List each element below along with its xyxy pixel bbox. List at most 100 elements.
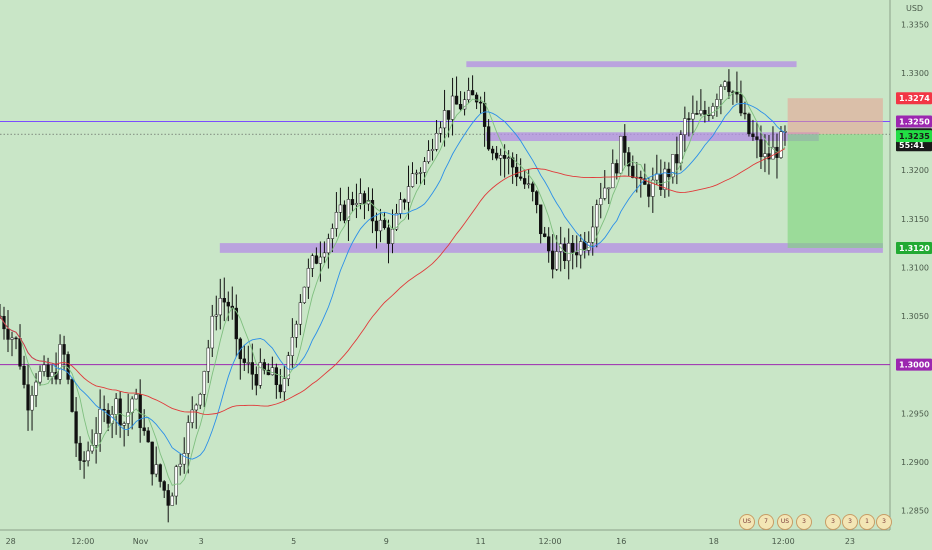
- candle-body: [150, 441, 154, 475]
- candle-body: [595, 204, 599, 228]
- candle-body: [482, 102, 487, 127]
- candle-body: [386, 227, 391, 244]
- candle-body: [759, 139, 763, 157]
- event-flag-icon[interactable]: US: [739, 514, 755, 530]
- candle-body: [551, 250, 555, 270]
- x-tick-label: 16: [616, 537, 626, 546]
- candle-body: [691, 113, 695, 120]
- candle-body: [358, 193, 363, 204]
- candle-body: [478, 101, 483, 104]
- candle-body: [78, 442, 82, 461]
- candle-body: [86, 450, 90, 462]
- candle-body: [510, 157, 515, 168]
- candle-body: [26, 384, 30, 411]
- y-tick-label: 1.2900: [901, 458, 929, 467]
- candle-body: [210, 315, 214, 349]
- candle-body: [603, 187, 607, 199]
- candle-body: [142, 427, 146, 432]
- candle-body: [402, 199, 407, 203]
- x-tick-label: 12:00: [772, 537, 795, 546]
- event-badge: 3: [842, 514, 858, 530]
- y-tick-label: 1.2850: [901, 507, 929, 516]
- event-count-badge[interactable]: 7: [758, 514, 774, 530]
- y-tick-label: 1.3150: [901, 215, 929, 224]
- candle-body: [338, 204, 343, 213]
- candle-body: [735, 91, 739, 95]
- x-tick-label: 12:00: [71, 537, 94, 546]
- candle-body: [446, 110, 451, 120]
- candle-body: [198, 394, 202, 406]
- candle-body: [334, 212, 339, 229]
- x-tick-label: 12:00: [538, 537, 561, 546]
- candle-body: [619, 135, 623, 174]
- x-tick-label: 9: [384, 537, 389, 546]
- x-tick-label: 23: [845, 537, 855, 546]
- candle-body: [651, 179, 655, 197]
- candle-body: [631, 165, 635, 178]
- position-target-zone: [787, 134, 883, 248]
- candle-body: [98, 408, 102, 434]
- candle-body: [486, 126, 491, 150]
- candle-body: [683, 118, 687, 135]
- candle-body: [130, 398, 134, 413]
- top-zone: [466, 61, 797, 68]
- candle-body: [118, 398, 122, 426]
- candle-body: [611, 163, 615, 189]
- candle-body: [166, 490, 170, 506]
- candle-body: [146, 430, 150, 443]
- candle-body: [506, 157, 511, 159]
- candle-body: [126, 412, 130, 424]
- candle-body: [743, 112, 747, 115]
- candle-body: [314, 255, 319, 264]
- candle-body: [154, 464, 158, 475]
- y-tick-label: 1.3100: [901, 263, 929, 272]
- support-line-label: 1.3000: [899, 361, 930, 370]
- candle-body: [190, 409, 194, 423]
- candle-body: [346, 199, 351, 221]
- candle-body: [274, 367, 278, 386]
- candle-body: [555, 251, 559, 270]
- event-group[interactable]: 3 3 1 3: [825, 514, 892, 530]
- candle-body: [266, 369, 270, 376]
- candle-body: [202, 371, 206, 395]
- y-tick-label: 1.3300: [901, 69, 929, 78]
- candle-body: [699, 110, 703, 115]
- candle-body: [599, 198, 603, 206]
- candle-body: [218, 298, 222, 316]
- candle-body: [206, 347, 210, 372]
- candle-body: [410, 173, 415, 187]
- x-tick-label: 18: [709, 537, 719, 546]
- candle-body: [703, 110, 707, 115]
- candle-body: [414, 172, 419, 175]
- event-flag-icon[interactable]: US: [777, 514, 793, 530]
- candle-body: [382, 219, 387, 229]
- x-tick-label: 11: [476, 537, 486, 546]
- candle-body: [671, 154, 675, 178]
- candle-body: [579, 241, 583, 256]
- candle-body: [490, 148, 495, 154]
- candle-body: [74, 411, 78, 444]
- candle-body: [663, 168, 667, 190]
- candle-body: [290, 337, 295, 356]
- candle-body: [170, 495, 174, 506]
- candle-body: [498, 155, 503, 159]
- candle-body: [474, 94, 479, 103]
- candle-body: [535, 191, 539, 206]
- candle-body: [531, 183, 535, 192]
- candle-body: [234, 307, 238, 340]
- candle-body: [262, 362, 266, 371]
- candle-body: [370, 200, 375, 222]
- candle-body: [258, 362, 262, 386]
- candle-body: [138, 394, 142, 429]
- candle-body: [178, 463, 182, 467]
- candle-body: [543, 233, 547, 237]
- take-profit-label: 1.3120: [899, 244, 930, 253]
- candle-body: [14, 337, 18, 340]
- event-count-badge[interactable]: 3: [796, 514, 812, 530]
- ma-mid-line: [0, 102, 786, 460]
- currency-label: USD: [906, 4, 923, 13]
- candle-body: [751, 133, 755, 137]
- candle-body: [675, 154, 679, 164]
- candle-body: [94, 433, 98, 446]
